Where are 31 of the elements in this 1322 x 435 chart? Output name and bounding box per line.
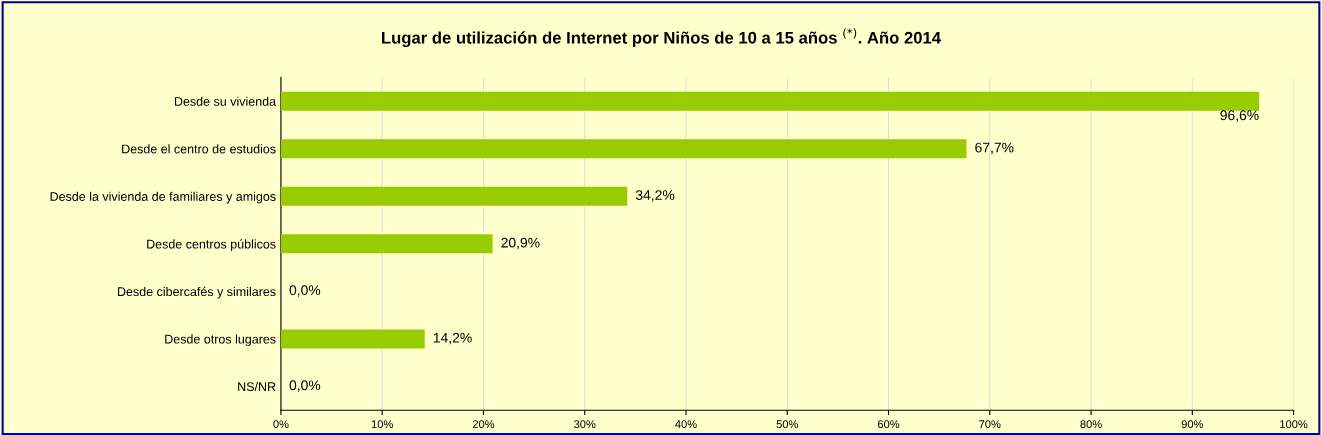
data-label: 14,2% (433, 332, 472, 345)
y-tick-label: Desde el centro de estudios (122, 144, 276, 154)
bar (280, 329, 425, 349)
x-tick-label: 60% (877, 420, 900, 429)
data-label: 34,2% (635, 190, 675, 202)
bar (280, 139, 967, 159)
x-tick-label: 50% (776, 420, 798, 429)
bar (280, 186, 628, 206)
x-tick-label: 10% (371, 420, 393, 429)
x-tick-label: 100% (1280, 420, 1308, 429)
data-label: 96,6% (1220, 110, 1259, 122)
data-label: 0,0% (289, 380, 321, 392)
y-tick-label: Desde cibercafés y similares (118, 286, 276, 299)
chart-title: Lugar de utilización de Internet por Niños de 10 a 15 años $^{(*)}$. Año 2014 (382, 28, 941, 48)
bar (280, 234, 493, 254)
x-tick-label: 40% (675, 420, 697, 429)
x-tick-label: 30% (574, 420, 596, 429)
bar (280, 91, 1260, 111)
y-tick-label: Desde su vivienda (174, 96, 277, 106)
data-label: 20,9% (501, 237, 540, 250)
x-tick-label: 90% (1181, 420, 1204, 429)
y-tick-label: Desde otros lugares (165, 334, 276, 347)
x-tick-label: 20% (472, 420, 495, 429)
x-tick-label: 70% (979, 420, 1001, 429)
y-tick-label: Desde centros públicos (147, 239, 276, 252)
data-label: 0,0% (289, 285, 321, 297)
x-tick-label: 80% (1080, 420, 1102, 429)
y-tick-label: NS/NR (238, 381, 276, 392)
x-tick-label: 0% (273, 420, 289, 429)
data-label: 67,7% (975, 142, 1014, 155)
y-tick-label: Desde la vivienda de familiares y amigos (50, 191, 276, 204)
